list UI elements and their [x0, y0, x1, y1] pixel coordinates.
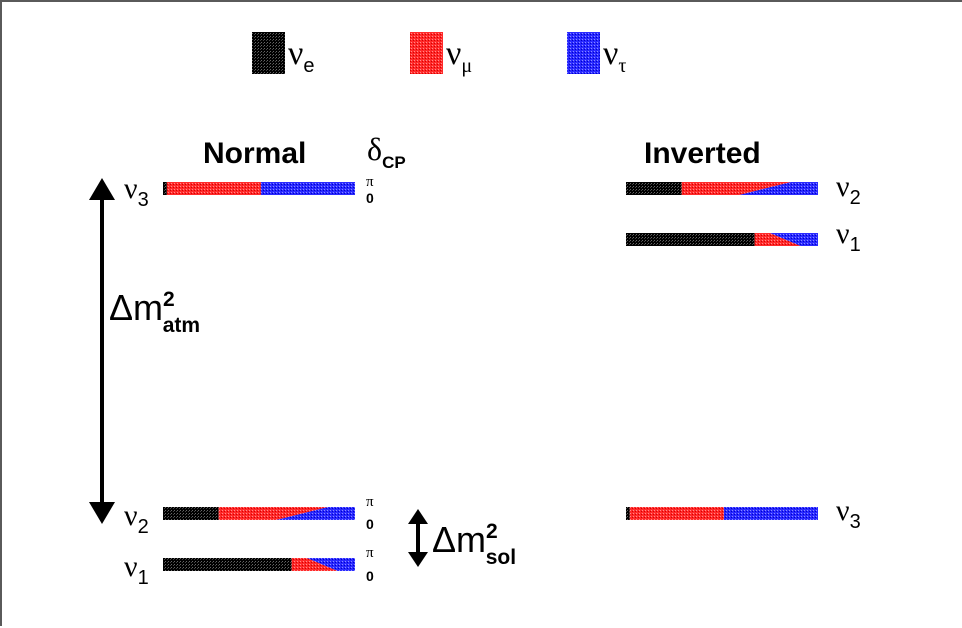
delta-m2-atm-label: Δm2 atm [109, 287, 200, 337]
nu1-delta-cp-pi: π [366, 545, 374, 561]
nu3-delta-cp-zero: 0 [366, 190, 374, 206]
inverted-nu1-label: ν1 [836, 217, 861, 256]
nu-e-segment [163, 507, 219, 520]
normal-hierarchy-title: Normal [203, 137, 306, 170]
inverted-nu1-bar [626, 233, 818, 246]
normal-nu3-bar [163, 182, 355, 195]
nu1-delta-cp-zero: 0 [366, 568, 374, 584]
legend-swatch-nu-e [252, 32, 285, 74]
sol-arrow [408, 509, 428, 567]
legend-label-nu-e: νe [288, 35, 315, 77]
legend-label-nu-tau: ντ [603, 35, 626, 77]
normal-nu3-label: ν3 [124, 172, 149, 211]
inverted-nu2-label: ν2 [836, 170, 861, 209]
nu-tau-segment [307, 558, 355, 571]
normal-nu2-bar [163, 507, 355, 520]
flavor-bars [163, 182, 818, 571]
inverted-hierarchy-title: Inverted [644, 137, 761, 170]
nu-tau-segment [276, 507, 355, 520]
nu3-delta-cp-pi: π [366, 174, 374, 190]
legend-swatch-nu-mu [410, 32, 443, 74]
nu-tau-segment [260, 182, 355, 195]
legend-swatch-nu-tau [567, 32, 600, 74]
nu-tau-segment [723, 507, 818, 520]
nu-e-segment [163, 558, 292, 571]
nu-mu-segment [681, 182, 792, 195]
legend-label-nu-mu: νμ [446, 35, 472, 77]
nu-mu-segment [629, 507, 724, 520]
nu2-delta-cp-pi: π [366, 494, 374, 510]
delta-m2-sol-label: Δm2 sol [432, 519, 516, 569]
delta-cp-label: δCP [367, 131, 406, 172]
normal-nu2-label: ν2 [124, 499, 149, 538]
inverted-nu3-label: ν3 [836, 494, 861, 533]
nu-e-segment [163, 182, 167, 195]
normal-nu1-bar [163, 558, 355, 571]
nu-tau-segment [770, 233, 818, 246]
nu-mu-segment [166, 182, 261, 195]
nu-mu-segment [218, 507, 329, 520]
normal-nu1-label: ν1 [124, 550, 149, 589]
nu-e-segment [626, 233, 755, 246]
atm-arrow [89, 178, 115, 524]
inverted-nu2-bar [626, 182, 818, 195]
nu2-delta-cp-zero: 0 [366, 516, 374, 532]
nu-mu-segment [291, 558, 338, 571]
nu-e-segment [626, 507, 630, 520]
legend: νe νμ ντ [252, 32, 626, 77]
nu-mu-segment [754, 233, 801, 246]
nu-e-segment [626, 182, 682, 195]
nu-tau-segment [739, 182, 818, 195]
inverted-nu3-bar [626, 507, 818, 520]
